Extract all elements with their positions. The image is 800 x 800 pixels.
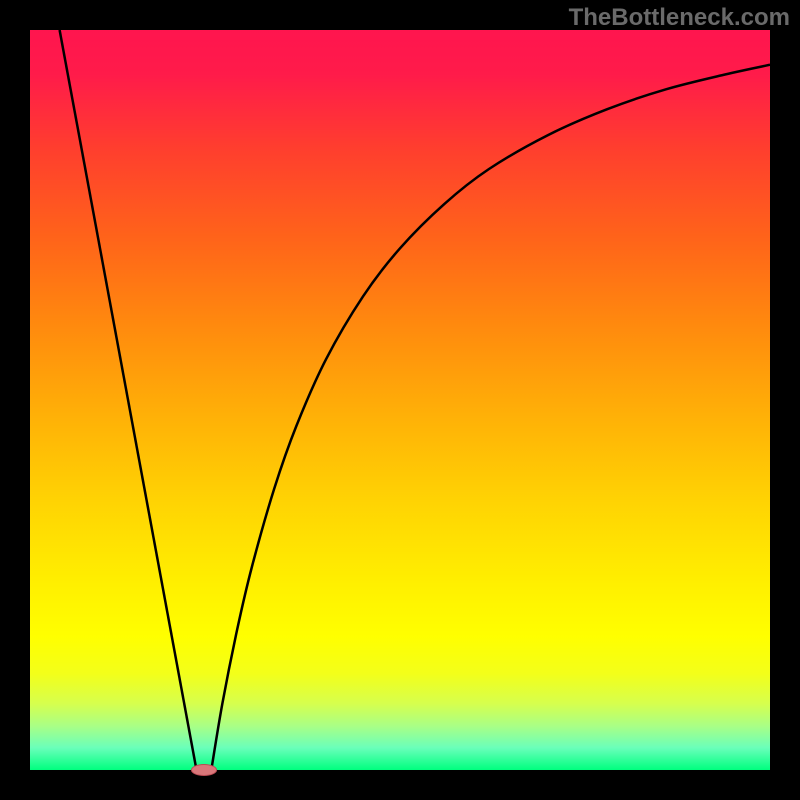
plot-area (30, 30, 770, 770)
curve-layer (30, 30, 770, 770)
chart-container: TheBottleneck.com (0, 0, 800, 800)
curve-right-branch (211, 65, 770, 770)
watermark-text: TheBottleneck.com (569, 4, 790, 32)
minimum-marker (191, 764, 218, 776)
curve-left-branch (60, 30, 197, 770)
